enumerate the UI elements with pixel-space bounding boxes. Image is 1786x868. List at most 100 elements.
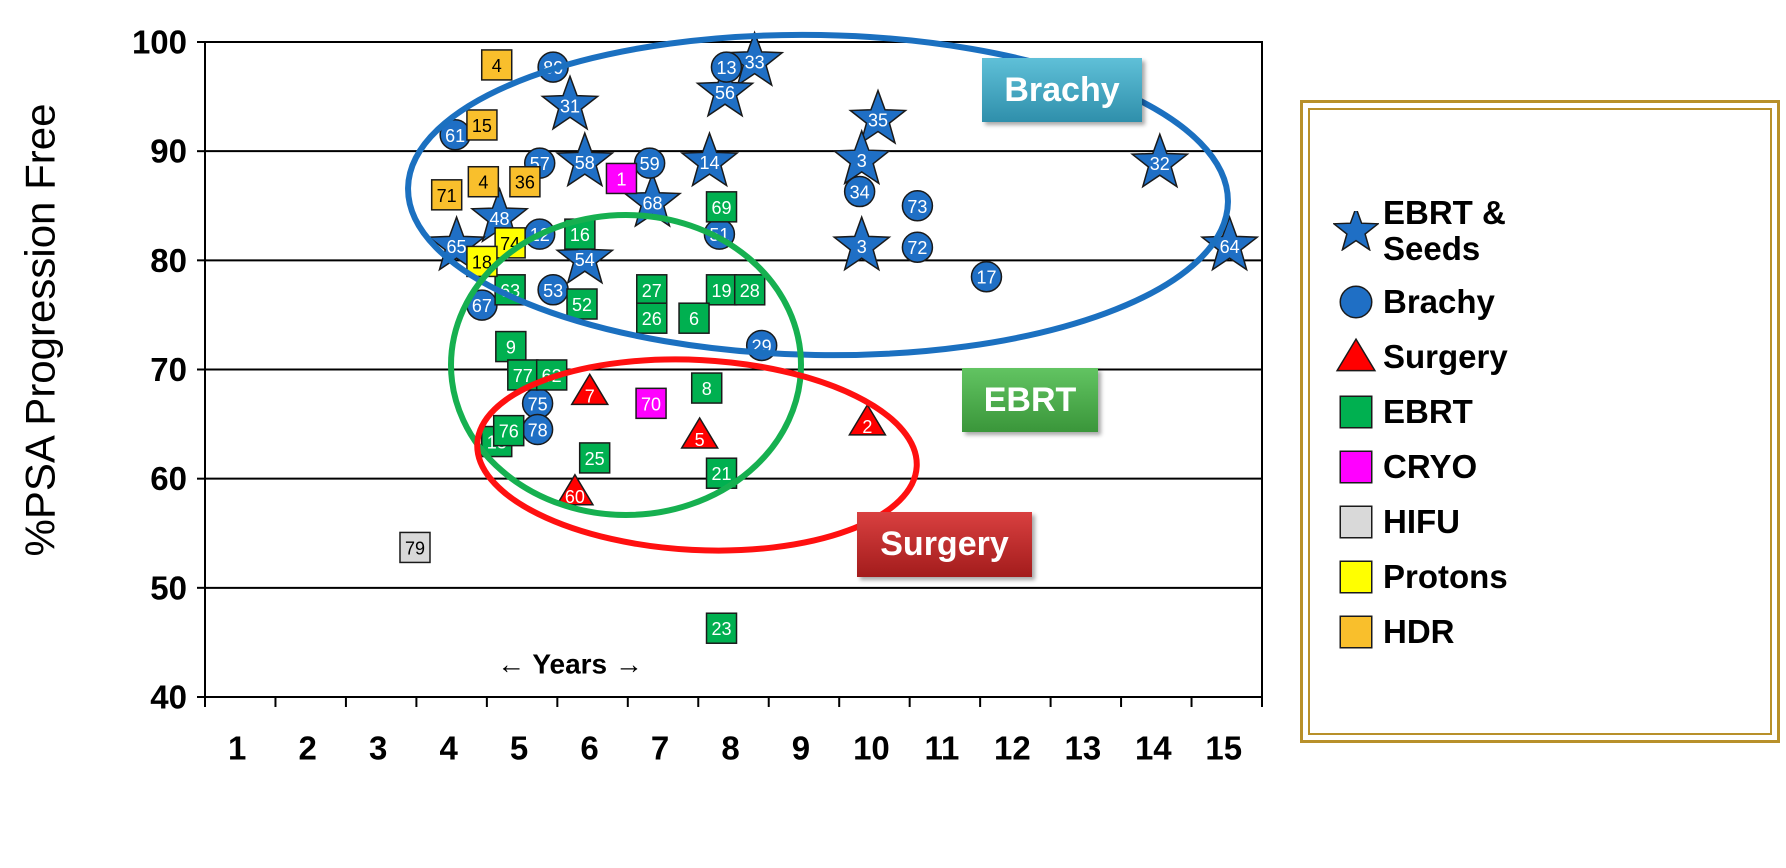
- x-tick-label: 1: [228, 730, 246, 767]
- legend-item: EBRT & Seeds: [1333, 195, 1553, 267]
- point-label: 33: [745, 53, 765, 73]
- y-tick-label: 70: [150, 351, 187, 388]
- point-label: 8: [702, 379, 712, 399]
- square-marker: [430, 179, 463, 211]
- point-label: 17: [976, 268, 996, 288]
- star-marker: [848, 88, 908, 145]
- legend-icon: [1333, 211, 1379, 251]
- brachy-ellipse: [405, 31, 1231, 359]
- circle-marker: [901, 231, 934, 263]
- square-marker: [566, 288, 598, 320]
- point-label: 53: [543, 281, 563, 301]
- x-tick-label: 2: [299, 730, 317, 767]
- point-label: 73: [907, 197, 927, 217]
- point-label: 48: [490, 209, 510, 229]
- y-tick-label: 80: [150, 242, 187, 279]
- legend-label: HIFU: [1383, 503, 1460, 540]
- y-tick-label: 50: [150, 569, 187, 606]
- star-marker: [1333, 211, 1379, 251]
- legend-list: EBRT & Seeds Brachy Surgery EBRT CRYO HIFU Pro…: [1333, 195, 1553, 667]
- circle-marker: [901, 190, 934, 222]
- square-marker: [1339, 615, 1373, 649]
- point-label: 71: [437, 186, 457, 206]
- star-marker: [725, 30, 785, 87]
- y-axis-title: %PSA Progression Free: [17, 104, 64, 557]
- triangle-marker: [680, 416, 720, 449]
- circle-marker: [970, 260, 1003, 293]
- triangle-marker: [555, 473, 595, 506]
- star-marker: [540, 74, 600, 131]
- point-label: 59: [640, 154, 660, 174]
- x-tick-label: 8: [721, 730, 739, 767]
- legend: EBRT & Seeds Brachy Surgery EBRT CRYO HIFU Pro…: [1300, 100, 1780, 743]
- legend-label: Protons: [1383, 558, 1508, 595]
- point-label: 56: [715, 83, 735, 103]
- y-tick-label: 100: [132, 24, 187, 61]
- star-marker: [679, 130, 740, 188]
- point-label: 69: [712, 198, 732, 218]
- square-marker: [636, 302, 668, 334]
- point-label: 72: [907, 238, 927, 258]
- point-label: 31: [560, 96, 580, 116]
- triangle-marker: [570, 372, 610, 406]
- legend-icon: [1339, 395, 1373, 429]
- star-marker: [1130, 132, 1190, 189]
- x-tick-label: 4: [439, 730, 458, 767]
- square-marker: [635, 387, 667, 420]
- point-label: 36: [515, 173, 535, 193]
- legend-icon: [1339, 450, 1373, 484]
- star-marker: [555, 130, 615, 188]
- y-tick-label: 60: [150, 460, 187, 497]
- point-label: 27: [642, 281, 662, 301]
- square-marker: [399, 531, 431, 564]
- x-tick-label: 3: [369, 730, 387, 767]
- point-label: 35: [868, 111, 888, 131]
- legend-label: HDR: [1383, 613, 1455, 650]
- x-tick-label: 14: [1135, 730, 1172, 767]
- x-tick-label: 5: [510, 730, 528, 767]
- legend-icon: [1339, 285, 1373, 319]
- point-label: 77: [513, 366, 533, 386]
- x-tick-label: 10: [853, 730, 890, 767]
- point-label: 5: [695, 430, 705, 450]
- circle-marker: [843, 175, 876, 208]
- star-marker: [1199, 214, 1260, 272]
- square-marker: [705, 191, 738, 223]
- square-marker: [705, 612, 738, 644]
- triangle-marker: [848, 403, 887, 436]
- point-label: 68: [642, 193, 662, 213]
- x-tick-label: 9: [792, 730, 810, 767]
- point-label: 34: [850, 183, 870, 203]
- square-marker: [1339, 560, 1373, 594]
- square-marker: [605, 162, 638, 195]
- legend-item: CRYO: [1333, 447, 1553, 487]
- annotation-box: Brachy: [982, 58, 1142, 122]
- point-label: 3: [857, 237, 867, 257]
- square-marker: [690, 372, 723, 404]
- x-annotation: ← Years →: [497, 649, 643, 680]
- square-marker: [466, 109, 498, 141]
- point-label: 52: [572, 295, 592, 315]
- point-label: 25: [585, 449, 605, 469]
- x-tick-label: 12: [994, 730, 1031, 767]
- point-label: 1: [616, 169, 626, 189]
- point-label: 2: [862, 417, 872, 437]
- point-label: 70: [641, 394, 661, 414]
- square-marker: [467, 165, 500, 198]
- square-marker: [1339, 395, 1373, 429]
- x-tick-label: 15: [1205, 730, 1242, 767]
- point-label: 67: [472, 296, 492, 316]
- star-marker: [555, 228, 615, 285]
- legend-item: Protons: [1333, 557, 1553, 597]
- square-marker: [733, 274, 766, 306]
- point-label: 15: [472, 116, 492, 136]
- legend-icon: [1335, 337, 1377, 372]
- square-marker: [705, 274, 738, 306]
- point-label: 16: [570, 225, 590, 245]
- point-label: 6: [689, 309, 699, 329]
- square-marker: [1339, 505, 1373, 539]
- annotation-box: EBRT: [962, 368, 1098, 432]
- legend-item: HIFU: [1333, 502, 1553, 542]
